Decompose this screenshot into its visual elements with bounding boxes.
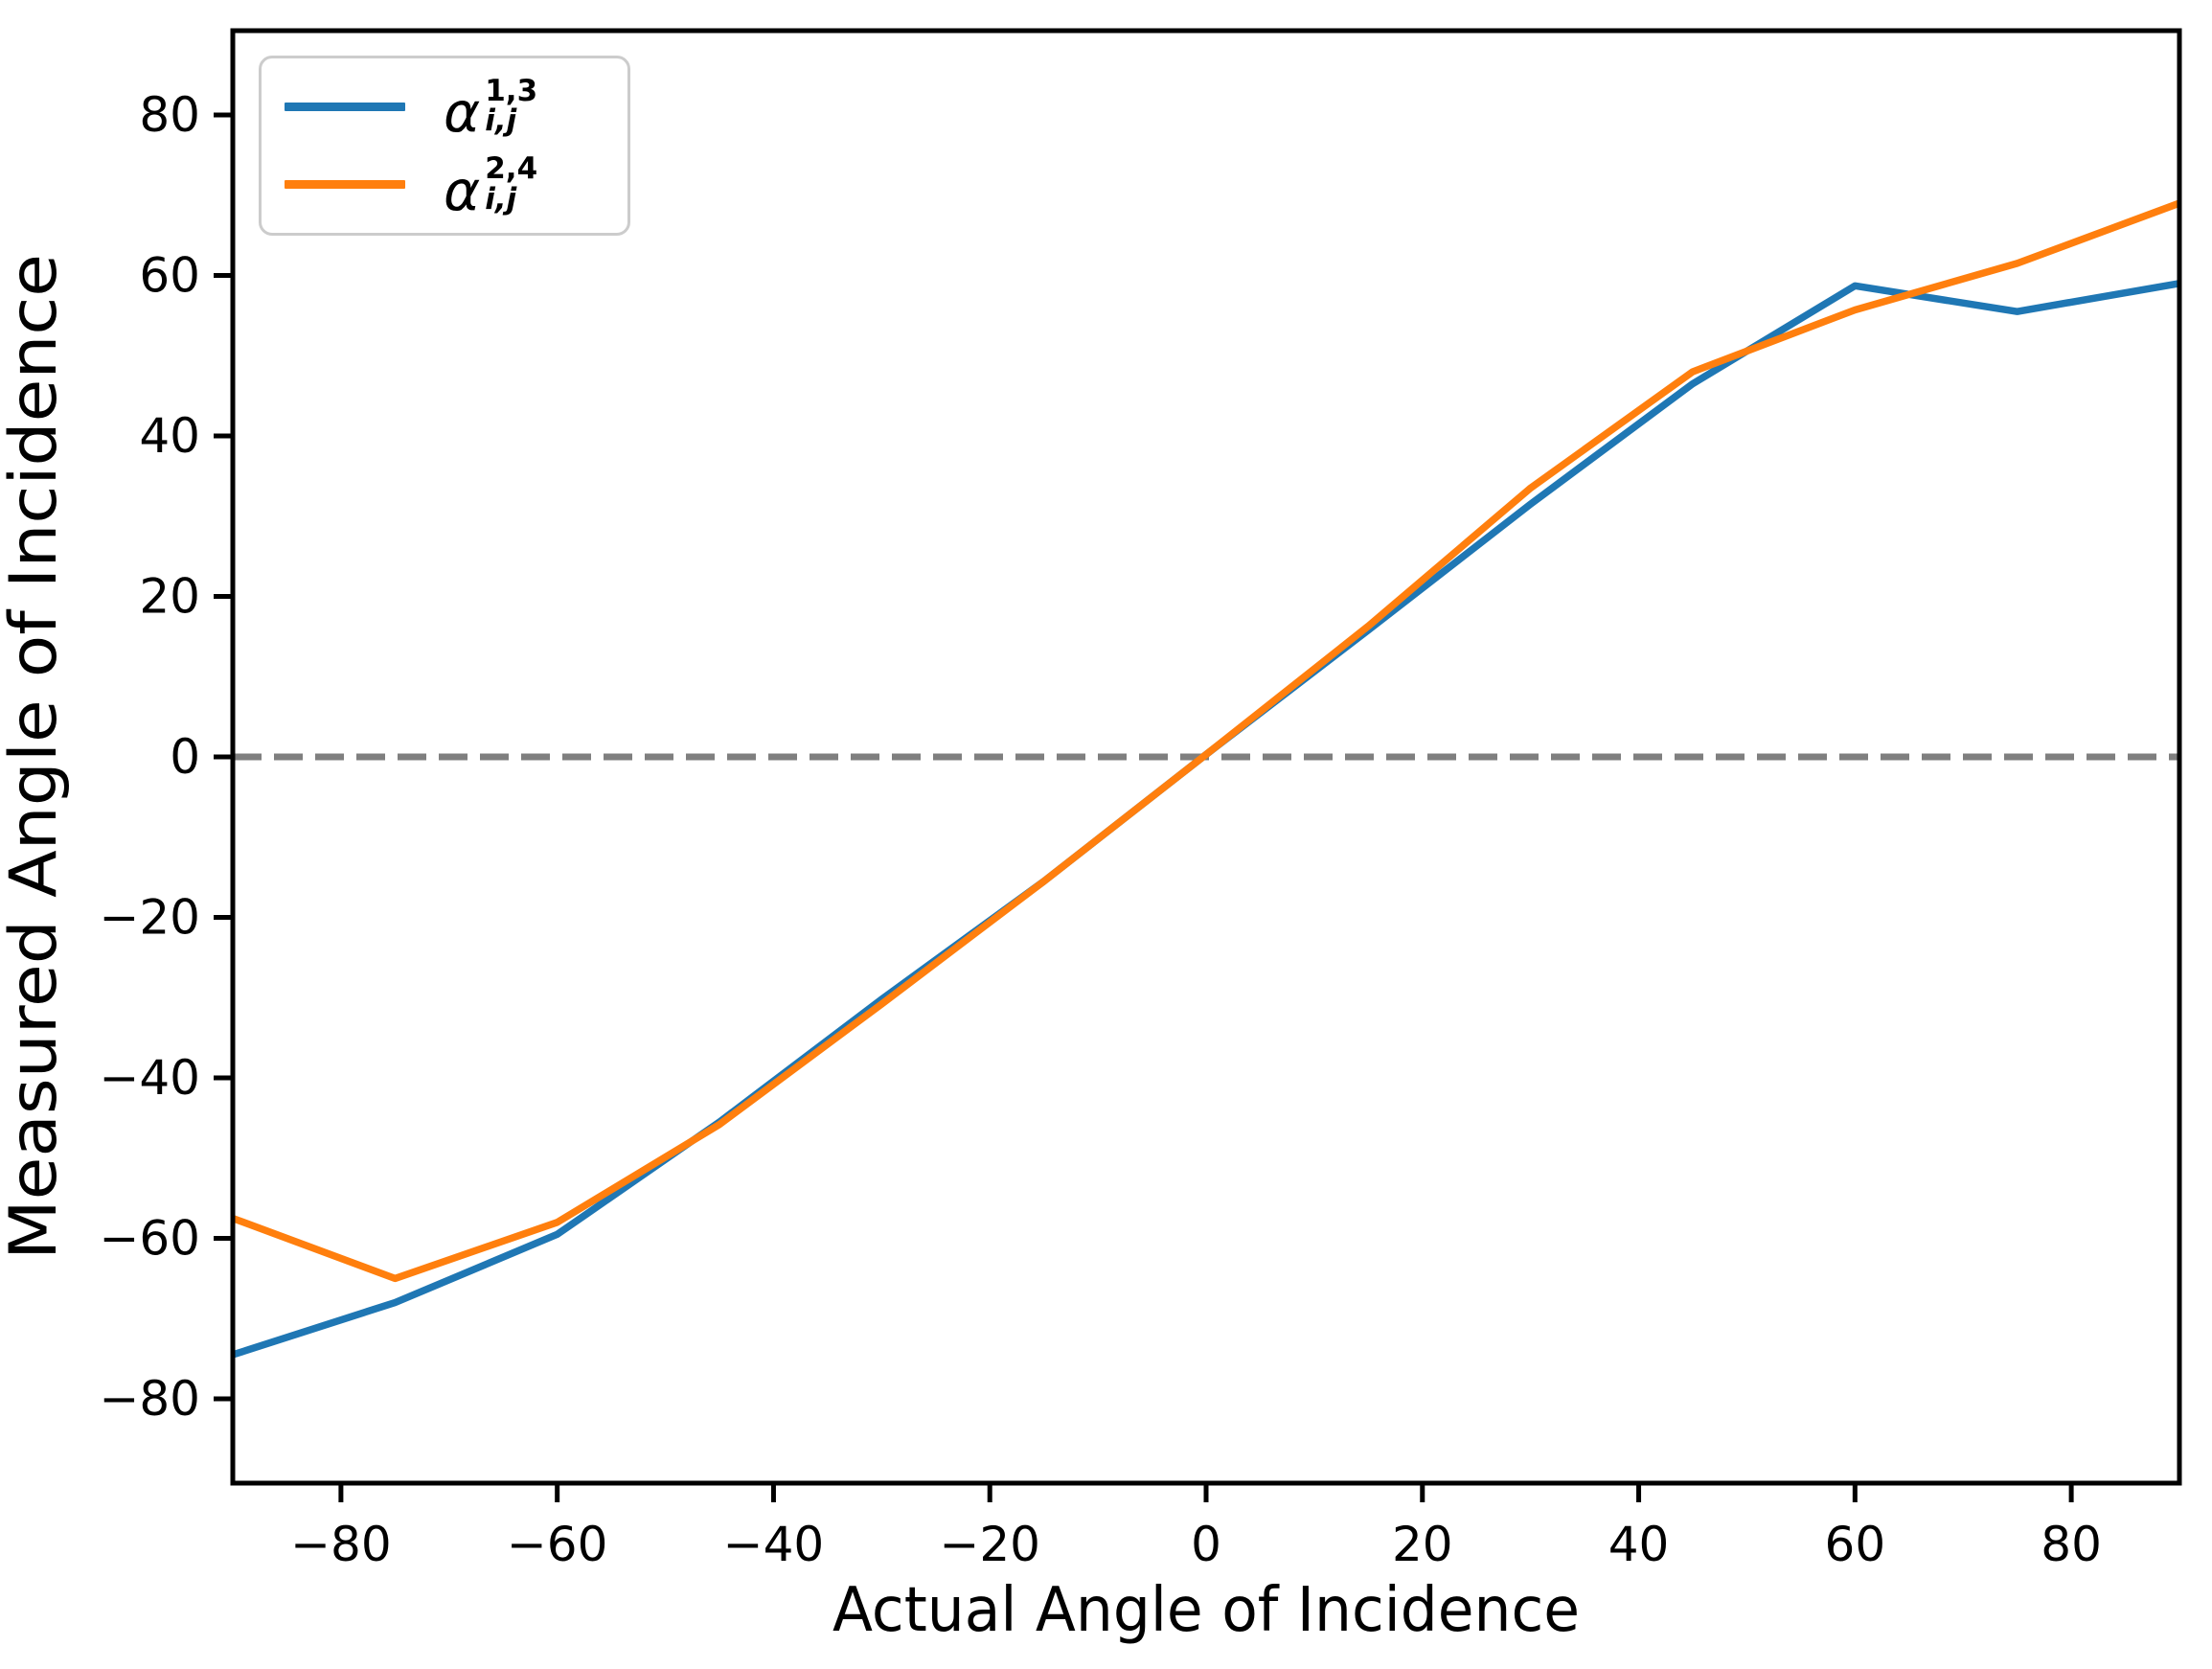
y-tick-label: −20: [99, 890, 200, 946]
x-tick-label: 80: [2041, 1517, 2102, 1572]
y-tick-label: −80: [99, 1371, 200, 1427]
x-tick-label: 0: [1191, 1517, 1221, 1572]
x-tick-label: 60: [1825, 1517, 1886, 1572]
legend-subscript: i,j: [485, 181, 517, 217]
y-tick-label: 0: [170, 729, 200, 785]
series-line-alpha_2_4: [231, 199, 2181, 1283]
legend: α 1,3 i,j α 2,4 i,j: [259, 56, 630, 236]
legend-line-sample-blue: [285, 102, 405, 111]
series-line-alpha_1_3: [231, 280, 2180, 1359]
x-tick-label: 20: [1392, 1517, 1453, 1572]
legend-label-alpha-1-3: α 1,3 i,j: [444, 73, 538, 146]
legend-superscript: 2,4: [485, 151, 538, 187]
alpha-symbol: α: [444, 157, 481, 223]
legend-item-alpha-1-3: α 1,3 i,j: [285, 73, 627, 146]
y-tick-label: 20: [139, 568, 200, 624]
legend-superscript: 1,3: [485, 73, 538, 108]
x-tick-label: 40: [1608, 1517, 1670, 1572]
y-tick-label: −60: [99, 1211, 200, 1267]
y-tick-label: 60: [139, 247, 200, 303]
x-tick-label: −40: [723, 1517, 825, 1572]
y-tick-label: 40: [139, 408, 200, 464]
legend-item-alpha-2-4: α 2,4 i,j: [285, 151, 627, 223]
x-tick-label: −60: [507, 1517, 608, 1572]
legend-line-sample-orange: [285, 180, 405, 190]
alpha-symbol: α: [444, 80, 481, 146]
x-axis-label: Actual Angle of Incidence: [832, 1575, 1580, 1646]
legend-subscript: i,j: [485, 103, 517, 139]
y-tick-label: −40: [99, 1050, 200, 1106]
x-tick-label: −80: [290, 1517, 392, 1572]
y-axis-label: Measured Angle of Incidence: [0, 254, 72, 1260]
x-tick-label: −20: [939, 1517, 1040, 1572]
legend-label-alpha-2-4: α 2,4 i,j: [444, 151, 538, 223]
y-tick-label: 80: [139, 87, 200, 143]
